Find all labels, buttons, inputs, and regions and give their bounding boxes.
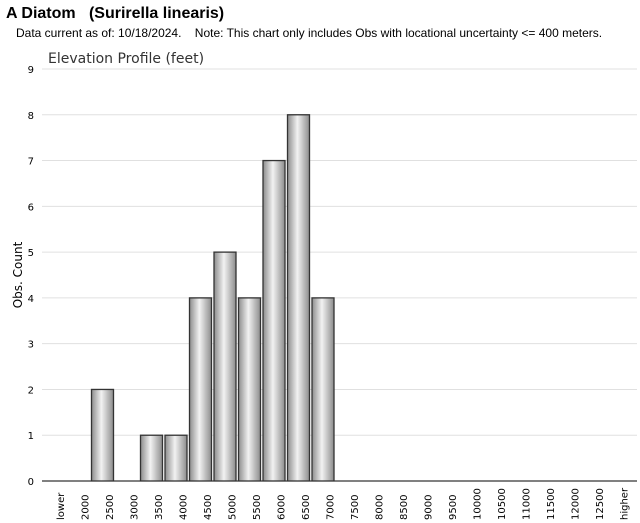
- y-tick-label: 8: [28, 111, 34, 122]
- x-tick-label: 11000: [522, 488, 533, 520]
- y-tick-label: 0: [28, 477, 34, 488]
- y-tick-label: 4: [28, 294, 34, 305]
- x-tick-label: 11500: [546, 488, 557, 520]
- x-tick-label: 3000: [130, 495, 141, 520]
- bar-3000: [139, 434, 164, 482]
- x-tick-label: 9500: [448, 495, 459, 520]
- x-tick-label: 10500: [497, 488, 508, 520]
- x-tick-label: 3500: [154, 495, 165, 520]
- x-tick-label: 9000: [424, 495, 435, 520]
- y-tick-label: 5: [28, 248, 34, 259]
- bar-4500: [213, 251, 237, 482]
- bar-3500: [164, 434, 188, 482]
- x-tick-label: lower: [56, 492, 67, 520]
- bar-5500: [262, 159, 286, 482]
- y-tick-label: 6: [28, 202, 34, 213]
- bar-4000: [188, 297, 213, 482]
- x-tick-label: 2500: [105, 495, 116, 520]
- y-axis-label: Obs. Count: [11, 241, 25, 308]
- x-tick-label: 4000: [179, 495, 190, 520]
- y-tick-label: 3: [28, 340, 34, 351]
- x-tick-label: 10000: [473, 488, 484, 520]
- bar-2000: [90, 388, 115, 482]
- y-tick-label: 1: [28, 431, 34, 442]
- chart-title-species: A Diatom (Surirella linearis): [6, 5, 225, 22]
- chart-subtitle: Elevation Profile (feet): [48, 51, 204, 67]
- x-tick-label: 2000: [81, 495, 92, 520]
- bar-5000: [237, 297, 262, 482]
- bar-6500: [311, 297, 335, 482]
- bar-6000: [286, 114, 311, 482]
- x-tick-label: higher: [620, 487, 631, 520]
- y-tick-label: 2: [28, 385, 34, 396]
- x-tick-label: 12500: [595, 488, 606, 520]
- x-tick-label: 5000: [228, 495, 239, 520]
- x-tick-label: 12000: [571, 488, 582, 520]
- y-tick-label: 9: [28, 65, 34, 76]
- x-tick-label: 6500: [301, 495, 312, 520]
- x-tick-label: 7000: [326, 495, 337, 520]
- x-tick-label: 6000: [277, 495, 288, 520]
- x-tick-label: 8500: [399, 495, 410, 520]
- x-tick-label: 7500: [350, 495, 361, 520]
- x-tick-label: 8000: [375, 495, 386, 520]
- y-tick-label: 7: [28, 157, 34, 168]
- x-tick-label: 5500: [252, 495, 263, 520]
- data-currency-note: Data current as of: 10/18/2024. Note: Th…: [16, 26, 603, 40]
- x-tick-label: 4500: [203, 495, 214, 520]
